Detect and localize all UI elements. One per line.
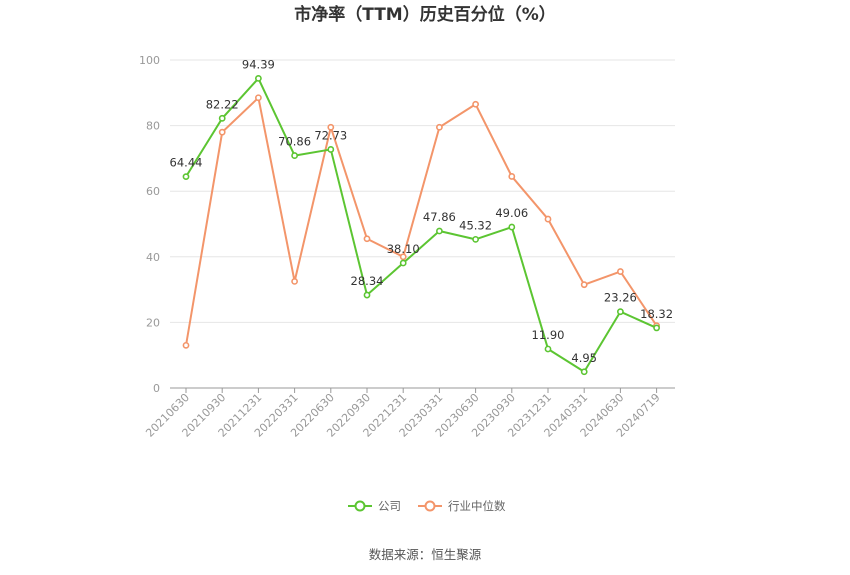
x-axis: 2021063020210930202112312022033120220630… (143, 387, 675, 440)
y-tick-label: 60 (146, 185, 160, 198)
series-point-1 (291, 277, 298, 285)
legend-label-0: 公司 (378, 499, 401, 513)
series-point-0 (472, 235, 479, 243)
series-point-1 (254, 94, 262, 102)
series-point-0 (617, 308, 624, 316)
series-point-0 (508, 223, 516, 231)
series-point-0 (435, 227, 443, 235)
y-tick-label: 0 (153, 382, 160, 395)
legend-marker-0 (354, 500, 366, 512)
legend: 公司 行业中位数 (348, 499, 506, 513)
y-tick-label: 100 (139, 54, 160, 67)
data-label: 23.26 (604, 291, 637, 305)
data-label: 94.39 (242, 57, 275, 71)
y-axis-ticks: 0 20 40 60 80 100 (139, 54, 160, 395)
series-point-0 (182, 173, 190, 181)
data-label: 47.86 (423, 210, 456, 224)
data-label: 18.32 (640, 307, 673, 321)
legend-marker-1 (424, 500, 436, 512)
series-point-1 (617, 268, 624, 275)
legend-label-1: 行业中位数 (448, 499, 506, 513)
series-point-0 (254, 75, 262, 82)
data-label: 28.34 (351, 274, 384, 288)
y-tick-label: 20 (146, 316, 160, 329)
series-point-1 (580, 281, 588, 289)
series-point-0 (544, 345, 552, 353)
series-point-1 (182, 341, 190, 349)
data-label: 11.90 (532, 328, 565, 342)
series-point-0 (399, 259, 407, 267)
series-point-1 (363, 235, 371, 243)
data-labels: 64.44 82.22 94.39 70.86 72.73 28.34 38.10 47.86… (170, 57, 674, 364)
series-point-1 (472, 100, 479, 108)
data-label: 4.95 (571, 351, 597, 365)
series-point-0 (327, 146, 335, 153)
series-point-0 (363, 291, 371, 299)
series-point-1 (327, 123, 335, 131)
y-tick-label: 80 (146, 120, 160, 133)
series-point-1 (399, 253, 407, 261)
data-label: 49.06 (495, 206, 528, 220)
data-label: 38.10 (387, 242, 420, 256)
series-point-1 (544, 215, 552, 223)
series-point-0 (218, 114, 226, 122)
chart-title: 市净率（TTM）历史百分位（%） (294, 4, 556, 25)
series-point-0 (291, 152, 298, 159)
series-point-1 (508, 173, 516, 180)
series-point-0 (653, 324, 660, 332)
series-line-1 (185, 96, 658, 346)
data-label: 70.86 (278, 135, 311, 149)
y-tick-label: 40 (146, 251, 160, 264)
data-label: 82.22 (206, 97, 239, 111)
data-label: 45.32 (459, 218, 492, 232)
series-point-0 (580, 368, 588, 376)
series-point-1 (435, 123, 443, 131)
data-label: 64.44 (170, 156, 203, 170)
series-layer (182, 75, 660, 376)
data-label: 72.73 (314, 128, 347, 142)
source-note: 数据来源：恒生聚源 (369, 547, 482, 562)
series-line-0 (185, 77, 658, 373)
series-point-1 (218, 128, 226, 136)
